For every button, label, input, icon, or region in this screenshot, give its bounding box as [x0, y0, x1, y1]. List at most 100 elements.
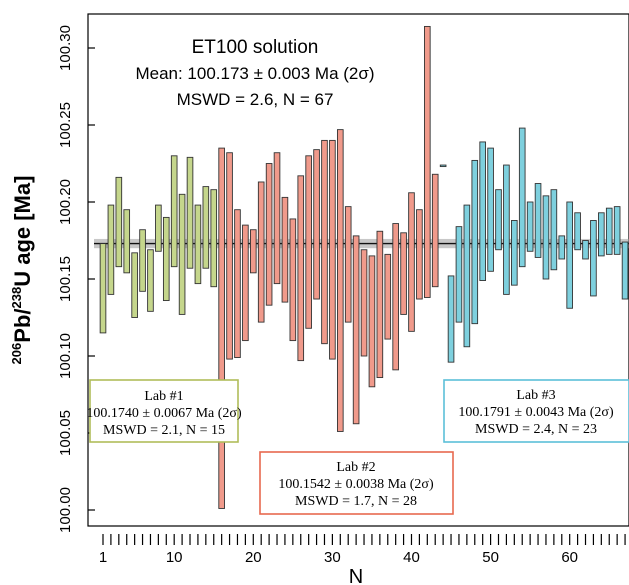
error-bar	[178, 193, 186, 315]
error-bar	[337, 129, 344, 432]
error-bar	[162, 216, 170, 302]
error-bar	[170, 155, 178, 268]
lab-3-box-mean: 100.1791 ± 0.0043 Ma (2σ)	[458, 405, 614, 420]
error-bar	[455, 226, 463, 323]
lab-2-box: Lab #2 100.1542 ± 0.0038 Ma (2σ) MSWD = …	[259, 451, 454, 515]
error-bar	[131, 252, 138, 318]
error-bar	[542, 195, 550, 280]
error-bar	[186, 156, 194, 269]
error-bar	[234, 209, 241, 358]
error-bar	[503, 164, 510, 295]
error-bar	[344, 206, 352, 323]
error-bar	[139, 229, 146, 292]
y-axis: 100.00 100.05 100.10 100.15 100.20 100.25 100.…	[57, 25, 95, 533]
y-axis-label-part-2: U age [Ma]	[10, 176, 35, 287]
error-bar	[487, 147, 494, 272]
error-bars	[99, 25, 629, 509]
y-tick-label: 100.25	[57, 102, 74, 148]
y-tick-label: 100.05	[57, 410, 74, 456]
error-bar	[147, 249, 154, 312]
lab-3-box: Lab #3 100.1791 ± 0.0043 Ma (2σ) MSWD = …	[443, 379, 629, 443]
error-bar	[313, 149, 320, 300]
lab-1-box-mean: 100.1740 ± 0.0067 Ma (2σ)	[86, 406, 242, 421]
error-bar	[582, 240, 589, 260]
x-tick-label: 40	[403, 549, 420, 566]
error-bar	[590, 220, 597, 297]
error-bar	[123, 209, 131, 274]
lab-3-box-mswd: MSWD = 2.4, N = 23	[475, 422, 597, 437]
chart-title-line-3: MSWD = 2.6, N = 67	[177, 90, 334, 109]
error-bar	[534, 183, 542, 258]
y-tick-label: 100.15	[57, 256, 74, 302]
lab-1-box-mswd: MSWD = 2.1, N = 15	[103, 423, 225, 438]
error-bar	[305, 155, 312, 329]
error-bar	[392, 223, 399, 371]
y-tick-label: 100.10	[57, 333, 74, 379]
error-bar	[424, 25, 431, 298]
lab-1-box-title: Lab #1	[144, 389, 183, 404]
error-bar	[226, 152, 233, 360]
error-bar	[416, 209, 423, 300]
error-bar	[384, 253, 392, 340]
error-bar	[99, 243, 107, 334]
error-bar	[281, 196, 289, 303]
x-axis-label: N	[349, 566, 363, 585]
error-bar	[368, 255, 376, 388]
error-bar	[257, 181, 265, 323]
error-bar	[558, 235, 566, 260]
error-bar	[400, 232, 407, 315]
error-bar	[431, 173, 439, 288]
error-bar	[194, 204, 202, 285]
error-bar	[439, 164, 447, 168]
error-bar	[297, 175, 305, 362]
x-tick-label: 30	[324, 549, 341, 566]
x-tick-label: 10	[166, 549, 183, 566]
error-bar	[471, 159, 479, 325]
x-tick-label: 1	[99, 549, 107, 566]
error-bar	[621, 241, 629, 300]
y-tick-label: 100.30	[57, 25, 74, 71]
error-bar	[376, 230, 384, 379]
y-axis-label-sup-2: 238	[9, 287, 24, 309]
error-bar	[218, 147, 225, 509]
plot-frame	[87, 13, 629, 527]
error-bar	[265, 163, 273, 306]
error-bar	[360, 249, 368, 357]
x-axis: 1 10 20 30 40 50 60	[99, 534, 626, 566]
y-axis-label: 206Pb/238U age [Ma]	[9, 176, 35, 365]
lab-2-box-mswd: MSWD = 1.7, N = 28	[295, 494, 417, 509]
error-bar	[526, 201, 534, 252]
error-bar	[463, 204, 471, 348]
x-tick-label: 50	[482, 549, 499, 566]
error-bar	[352, 235, 360, 425]
error-bar	[605, 207, 613, 255]
error-bar	[495, 189, 502, 251]
error-bar	[613, 206, 621, 255]
y-axis-label-part-1: Pb/	[10, 309, 35, 343]
error-bar	[289, 218, 297, 342]
y-tick-label: 100.00	[57, 487, 74, 533]
lab-3-box-title: Lab #3	[516, 388, 555, 403]
error-bar	[408, 192, 415, 332]
lab-2-box-mean: 100.1542 ± 0.0038 Ma (2σ)	[278, 477, 434, 492]
error-bar	[550, 189, 558, 271]
error-bar	[202, 186, 210, 269]
error-bar	[115, 176, 123, 268]
error-bar	[321, 139, 328, 345]
error-bar	[479, 141, 486, 281]
error-bar	[107, 204, 115, 295]
chart-title-line-2: Mean: 100.173 ± 0.003 Ma (2σ)	[135, 64, 374, 83]
error-bar	[249, 229, 257, 274]
error-bar	[447, 275, 455, 363]
error-bar	[598, 212, 605, 257]
error-bar	[242, 224, 249, 342]
error-bar	[329, 139, 336, 360]
x-tick-label: 60	[561, 549, 578, 566]
chart-title-line-1: ET100 solution	[192, 37, 319, 58]
lab-2-box-title: Lab #2	[336, 460, 375, 475]
error-bar	[210, 189, 218, 288]
lab-1-box: Lab #1 100.1740 ± 0.0067 Ma (2σ) MSWD = …	[86, 379, 242, 443]
error-bar	[566, 201, 573, 309]
y-tick-label: 100.20	[57, 179, 74, 225]
